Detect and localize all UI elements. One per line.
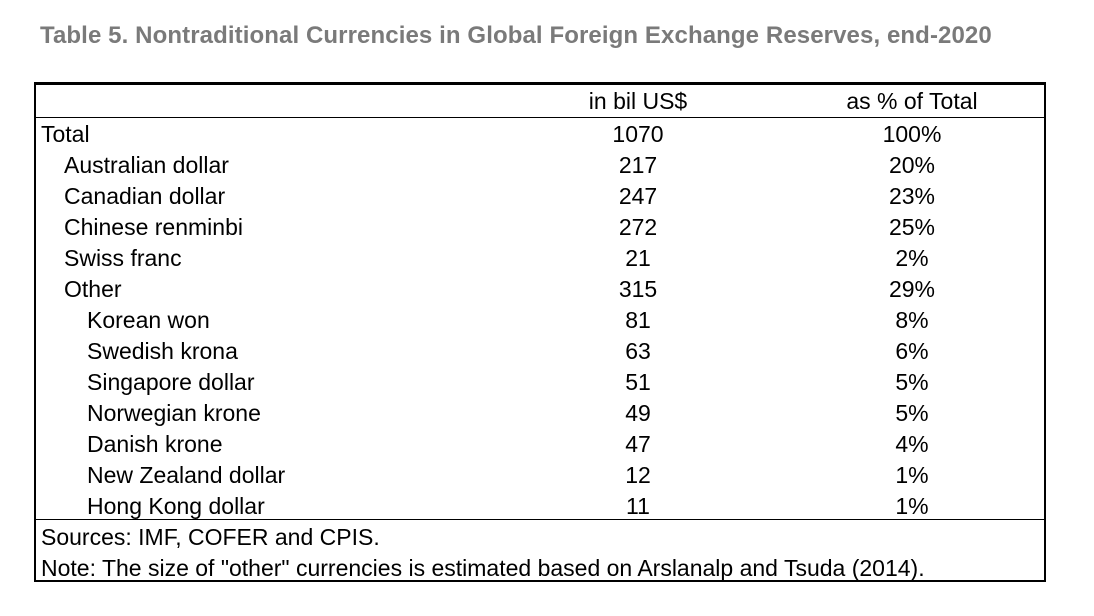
table-row: Swedish krona 63 6% xyxy=(36,336,1044,367)
row-value: 21 xyxy=(625,245,651,271)
row-value: 217 xyxy=(618,152,658,178)
row-label: Norwegian krone xyxy=(87,400,261,426)
sources-divider xyxy=(36,519,1044,520)
row-percent: 5% xyxy=(895,369,929,395)
row-label: Other xyxy=(64,276,122,302)
row-value: 49 xyxy=(625,400,651,426)
column-header-percent: as % of Total xyxy=(846,88,978,114)
row-label: Chinese renminbi xyxy=(64,214,243,240)
row-label: Korean won xyxy=(87,307,210,333)
note-text: Note: The size of "other" currencies is … xyxy=(41,555,925,581)
column-header-value: in bil US$ xyxy=(588,88,688,114)
row-percent: 6% xyxy=(895,338,929,364)
row-label: Swiss franc xyxy=(64,245,182,271)
row-value: 315 xyxy=(618,276,658,302)
row-value: 11 xyxy=(626,493,650,519)
row-percent: 1% xyxy=(895,462,929,488)
row-value: 47 xyxy=(625,431,651,457)
table-row: Australian dollar 217 20% xyxy=(36,150,1044,181)
row-label: Danish krone xyxy=(87,431,223,457)
row-percent: 100% xyxy=(882,121,942,147)
row-percent: 5% xyxy=(895,400,929,426)
row-label: Singapore dollar xyxy=(87,369,255,395)
table-title: Table 5. Nontraditional Currencies in Gl… xyxy=(40,22,992,49)
row-percent: 25% xyxy=(888,214,936,240)
currency-table: in bil US$ as % of Total Total 1070 100% Au… xyxy=(34,82,1046,582)
row-percent: 8% xyxy=(895,307,929,333)
row-percent: 4% xyxy=(895,431,929,457)
row-value: 12 xyxy=(625,462,651,488)
row-label: Hong Kong dollar xyxy=(87,493,265,519)
table-row: Korean won 81 8% xyxy=(36,305,1044,336)
row-value: 81 xyxy=(625,307,651,333)
table-row: Swiss franc 21 2% xyxy=(36,243,1044,274)
row-label: Total xyxy=(41,121,90,147)
table-row: Other 315 29% xyxy=(36,274,1044,305)
table-row: Total 1070 100% xyxy=(36,119,1044,150)
row-label: New Zealand dollar xyxy=(87,462,286,488)
row-percent: 2% xyxy=(895,245,929,271)
row-value: 51 xyxy=(625,369,651,395)
sources-text: Sources: IMF, COFER and CPIS. xyxy=(41,524,380,550)
row-percent: 1% xyxy=(895,493,929,519)
table-row: Danish krone 47 4% xyxy=(36,429,1044,460)
row-percent: 20% xyxy=(888,152,936,178)
row-label: Swedish krona xyxy=(87,338,238,364)
row-value: 1070 xyxy=(612,121,664,147)
row-label: Australian dollar xyxy=(64,152,229,178)
row-percent: 23% xyxy=(888,183,936,209)
table-row: Canadian dollar 247 23% xyxy=(36,181,1044,212)
table-row: Hong Kong dollar 11 1% xyxy=(36,491,1044,522)
row-value: 247 xyxy=(618,183,658,209)
table-row: Chinese renminbi 272 25% xyxy=(36,212,1044,243)
table-header-row: in bil US$ as % of Total xyxy=(36,86,1044,117)
header-divider xyxy=(36,117,1044,118)
table-row: Norwegian krone 49 5% xyxy=(36,398,1044,429)
row-value: 272 xyxy=(618,214,658,240)
row-label: Canadian dollar xyxy=(64,183,226,209)
row-percent: 29% xyxy=(888,276,936,302)
row-value: 63 xyxy=(625,338,651,364)
table-row: New Zealand dollar 12 1% xyxy=(36,460,1044,491)
table-row: Singapore dollar 51 5% xyxy=(36,367,1044,398)
